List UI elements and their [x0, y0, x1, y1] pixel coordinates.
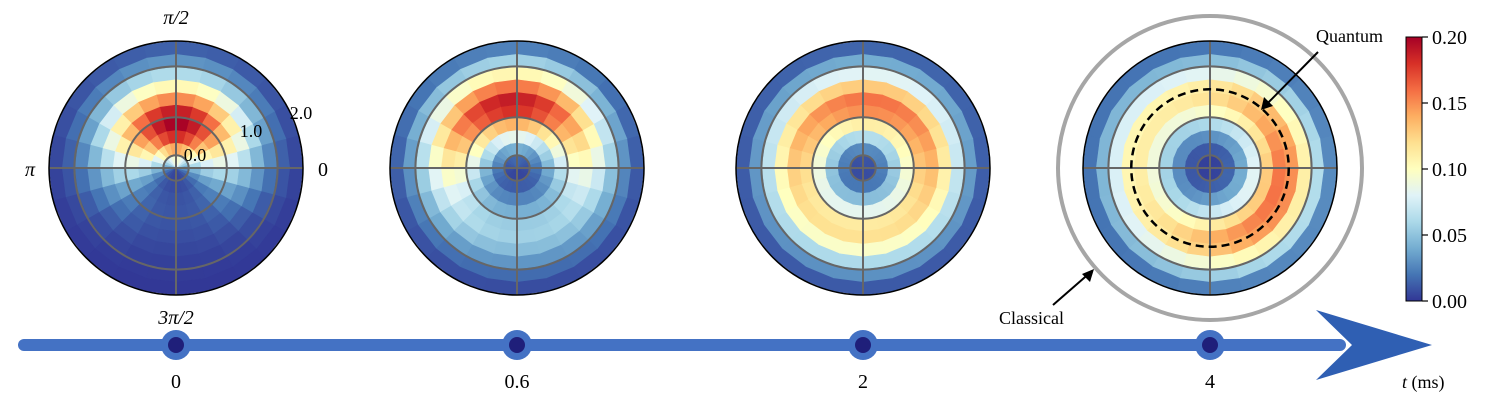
colorbar-tick-label: 0.20	[1432, 27, 1467, 49]
polar-tick-labels: π/2 π 0 3π/2 0.0 1.0 2.0	[25, 7, 328, 329]
angle-label-pi: π	[25, 159, 36, 181]
angle-label-pi-half: π/2	[163, 7, 189, 29]
quantum-circle	[1130, 88, 1290, 248]
polar-panel-t4	[1082, 40, 1338, 296]
time-marker-dot	[509, 337, 525, 353]
colorbar-gradient	[1405, 36, 1423, 302]
quantum-label: Quantum	[1316, 26, 1383, 46]
colorbar-ticks: 0.00 0.05 0.10 0.15 0.20	[1422, 27, 1467, 313]
polar-panel-t0.6	[389, 40, 645, 296]
polar-panel-t0	[48, 40, 304, 296]
colorbar: 0.00 0.05 0.10 0.15 0.20	[1405, 27, 1467, 313]
polar-border	[1082, 40, 1338, 296]
colorbar-tick-label: 0.15	[1432, 93, 1467, 115]
angle-label-zero: 0	[318, 159, 328, 181]
annotations: Quantum Classical	[999, 14, 1383, 328]
time-tick-label: 0.6	[505, 371, 530, 393]
time-marker-dot	[1202, 337, 1218, 353]
time-markers: 0 0.6 2 4	[161, 330, 1225, 393]
time-tick-label: 4	[1205, 371, 1215, 393]
radial-label-1: 1.0	[240, 121, 263, 141]
radial-label-2: 2.0	[290, 103, 313, 123]
colorbar-tick-label: 0.00	[1432, 291, 1467, 313]
time-marker-dot	[855, 337, 871, 353]
time-tick-label: 2	[858, 371, 868, 393]
polar-border	[48, 40, 304, 296]
classical-arrowhead	[1082, 269, 1094, 282]
polar-border	[735, 40, 991, 296]
time-axis-label: t (ms)	[1402, 372, 1445, 393]
radial-label-0: 0.0	[184, 145, 207, 165]
polar-panel-t2	[735, 40, 991, 296]
classical-circle	[1056, 14, 1364, 322]
colorbar-tick-label: 0.10	[1432, 159, 1467, 181]
time-marker-dot	[168, 337, 184, 353]
polar-border	[389, 40, 645, 296]
angle-label-three-pi-half: 3π/2	[157, 307, 194, 329]
quantum-arrow	[1262, 51, 1319, 109]
time-axis-arrowhead	[1316, 310, 1432, 380]
colorbar-tick-label: 0.05	[1432, 225, 1467, 247]
time-axis: 0 0.6 2 4 t (ms)	[18, 310, 1445, 393]
classical-label: Classical	[999, 308, 1064, 328]
time-tick-label: 0	[171, 371, 181, 393]
quantum-arrowhead	[1261, 97, 1273, 110]
